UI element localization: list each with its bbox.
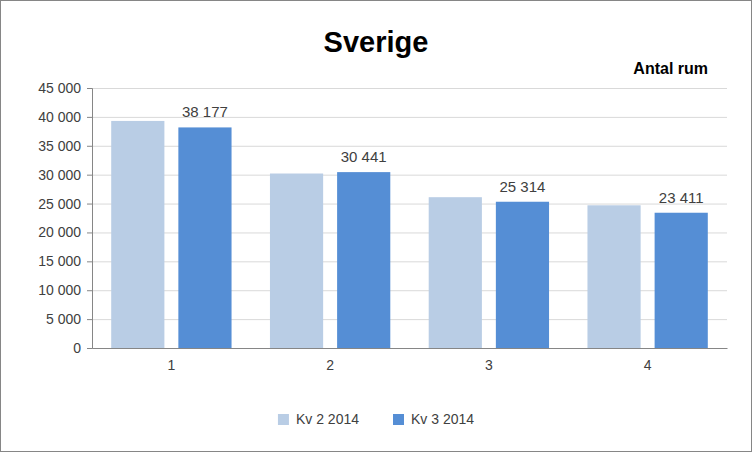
y-tick-label: 35 000 bbox=[38, 138, 81, 154]
bar bbox=[587, 205, 640, 348]
bar bbox=[111, 121, 164, 348]
subtitle: Antal rum bbox=[633, 60, 708, 77]
y-axis-line bbox=[87, 89, 93, 349]
legend-swatch bbox=[393, 414, 404, 425]
y-tick-label: 15 000 bbox=[38, 253, 81, 269]
y-tick-label: 40 000 bbox=[38, 109, 81, 125]
y-tick: 20 000 bbox=[38, 224, 92, 240]
y-tick: 10 000 bbox=[38, 282, 92, 298]
y-tick: 30 000 bbox=[38, 167, 92, 183]
y-tick: 0 bbox=[73, 340, 92, 356]
series bbox=[178, 127, 707, 348]
y-tick-label: 10 000 bbox=[38, 282, 81, 298]
series bbox=[111, 121, 640, 348]
y-tick-mark bbox=[87, 261, 92, 262]
y-tick-mark bbox=[87, 117, 92, 118]
x-tick-label: 1 bbox=[167, 357, 175, 373]
chart: 0 5 000 10 000 15 000 20 000 25 000 30 000 35 0… bbox=[0, 0, 752, 452]
y-axis: 0 5 000 10 000 15 000 20 000 25 000 30 000 35 0… bbox=[38, 80, 92, 356]
y-tick-label: 25 000 bbox=[38, 196, 81, 212]
grid bbox=[92, 89, 727, 349]
grid-line bbox=[92, 88, 727, 89]
bar bbox=[496, 202, 549, 348]
y-tick: 35 000 bbox=[38, 138, 92, 154]
x-axis: 1 2 3 4 bbox=[93, 348, 728, 373]
x-tick: 2 bbox=[326, 348, 334, 373]
plot: 0 5 000 10 000 15 000 20 000 25 000 30 000 35 0… bbox=[38, 80, 727, 373]
x-axis-line bbox=[93, 348, 728, 349]
bars bbox=[111, 121, 708, 348]
data-label: 30 441 bbox=[341, 148, 387, 165]
y-tick: 40 000 bbox=[38, 109, 92, 125]
bar bbox=[178, 127, 231, 348]
y-tick-label: 45 000 bbox=[38, 80, 81, 96]
bar bbox=[337, 172, 390, 348]
y-tick-label: 20 000 bbox=[38, 224, 81, 240]
legend-label: Kv 3 2014 bbox=[411, 411, 474, 427]
y-tick-mark bbox=[87, 290, 92, 291]
y-tick-mark bbox=[87, 348, 92, 349]
y-tick-mark bbox=[87, 175, 92, 176]
y-tick-mark bbox=[87, 146, 92, 147]
y-tick-mark bbox=[87, 319, 92, 320]
x-tick-label: 3 bbox=[485, 357, 493, 373]
y-tick-mark bbox=[87, 232, 92, 233]
x-tick: 4 bbox=[644, 348, 652, 373]
x-tick: 3 bbox=[485, 348, 493, 373]
legend-swatch bbox=[278, 414, 289, 425]
bar bbox=[270, 174, 323, 348]
data-label: 25 314 bbox=[500, 178, 546, 195]
bar bbox=[429, 197, 482, 348]
y-tick-label: 5 000 bbox=[46, 311, 81, 327]
legend-item: Kv 3 2014 bbox=[393, 411, 474, 427]
y-tick: 25 000 bbox=[38, 196, 92, 212]
x-tick-label: 2 bbox=[326, 357, 334, 373]
chart-frame bbox=[1, 1, 752, 452]
data-label: 23 411 bbox=[659, 189, 704, 206]
x-tick-label: 4 bbox=[644, 357, 652, 373]
y-tick: 15 000 bbox=[38, 253, 92, 269]
y-tick-mark bbox=[87, 204, 92, 205]
bar bbox=[655, 213, 708, 348]
y-tick: 5 000 bbox=[46, 311, 92, 327]
data-labels: 38 177 30 441 25 314 23 411 bbox=[182, 103, 704, 205]
y-tick: 45 000 bbox=[38, 80, 92, 96]
x-tick: 1 bbox=[167, 348, 175, 373]
y-tick-label: 30 000 bbox=[38, 167, 81, 183]
y-tick-mark bbox=[87, 88, 92, 89]
grid-line bbox=[92, 348, 727, 349]
title: Sverige bbox=[324, 26, 429, 58]
legend-label: Kv 2 2014 bbox=[296, 411, 359, 427]
y-tick-label: 0 bbox=[73, 340, 81, 356]
legend-item: Kv 2 2014 bbox=[278, 411, 359, 427]
legend: Kv 2 2014 Kv 3 2014 bbox=[278, 411, 474, 427]
data-label: 38 177 bbox=[182, 103, 228, 120]
